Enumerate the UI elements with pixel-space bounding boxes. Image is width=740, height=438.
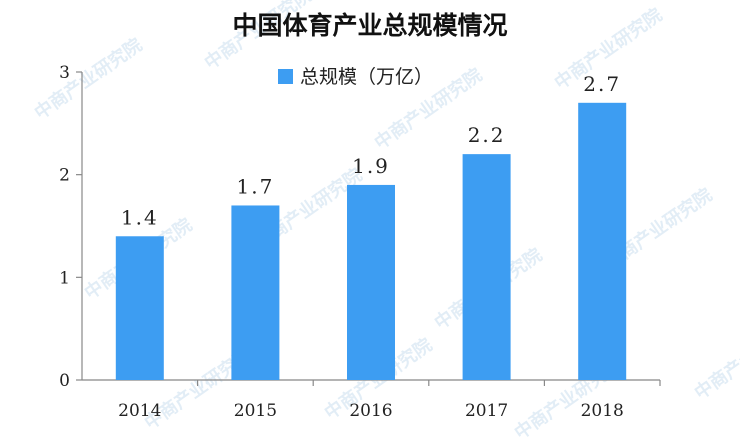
x-tick-label: 2018 [581, 401, 624, 421]
y-tick-label: 2 [59, 166, 70, 186]
bar [347, 184, 395, 380]
x-tick-label: 2016 [349, 401, 392, 421]
bar [462, 154, 511, 380]
bar [578, 102, 627, 381]
data-label: 1.9 [352, 154, 390, 178]
x-tick-label: 2017 [465, 401, 508, 421]
y-tick-label: 1 [59, 268, 70, 288]
data-label: 2.2 [468, 123, 506, 147]
legend: 总规模（万亿） [278, 66, 433, 88]
watermark-text: 中商产业研究院 [690, 314, 740, 404]
data-label: 2.7 [583, 72, 621, 96]
bar [231, 205, 280, 380]
data-label: 1.4 [121, 205, 159, 229]
legend-label: 总规模（万亿） [300, 66, 433, 88]
y-tick-label: 3 [59, 63, 70, 83]
watermark-text: 中商产业研究院 [30, 34, 146, 124]
data-label: 1.7 [236, 174, 274, 198]
x-tick-label: 2015 [234, 401, 277, 421]
y-tick-label: 0 [59, 371, 70, 391]
x-tick-label: 2014 [118, 401, 161, 421]
legend-swatch [278, 69, 293, 84]
chart-title: 中国体育产业总规模情况 [232, 11, 507, 40]
bars: 1.4 2014 1.7 2015 1.9 2016 2.2 2017 2.7 2018 [115, 72, 627, 421]
bar [115, 236, 164, 380]
